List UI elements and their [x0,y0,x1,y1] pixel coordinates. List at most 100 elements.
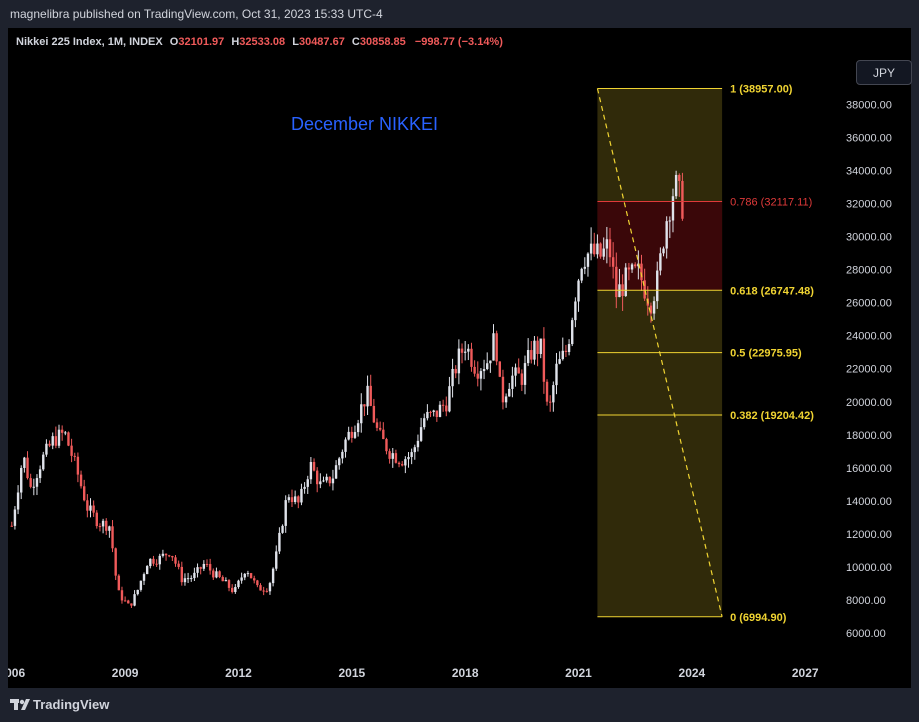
candle-body [155,563,158,565]
candle-body [457,348,461,374]
candle-body [561,350,564,360]
candle-body [319,481,322,485]
candle-body [338,458,341,466]
candle-body [410,452,413,458]
candle-body [605,239,609,249]
price-axis[interactable]: 6000.00 8000.00 10000.00 12000.00 14000.00 16… [846,99,892,640]
candle-body [224,580,228,582]
price-tick-label: 38000.00 [846,99,892,111]
candle-body [643,280,646,299]
candle-body [492,333,495,361]
candle-body [127,600,130,604]
candle-body [476,373,479,379]
candle-body [369,385,372,406]
price-tick-label: 12000.00 [846,529,892,541]
candle-body [139,580,143,590]
candle-body [580,268,583,281]
fib-level-label: 0.786 (32117.11) [730,197,812,209]
candle-body [13,509,17,526]
candle-body [101,520,105,527]
candle-body [404,459,407,466]
candle-body [38,469,42,479]
fib-level-label: 0.618 (26747.48) [730,285,814,297]
candle-body [256,580,259,586]
candle-body [394,453,398,463]
candle-body [161,553,165,556]
candle-body [530,350,533,360]
candle-body [42,454,45,470]
candle-body [164,553,168,556]
candle-body [552,385,555,403]
legend-open-label: O [170,36,179,48]
candle-body [54,436,58,446]
currency-button[interactable]: JPY [856,60,912,85]
candle-body [108,526,111,531]
candle-body [429,411,432,413]
candle-body [615,266,618,298]
candle-body [445,405,448,412]
candle-body [10,525,13,527]
candle-body [114,548,117,576]
candle-body [448,386,451,412]
candle-body [533,340,536,360]
candle-body [130,603,133,606]
candle-body [432,410,435,412]
candle-body [489,360,492,364]
footer-brand-text: TradingView [33,697,110,712]
price-tick-label: 18000.00 [846,430,892,442]
candle-body [196,567,199,573]
candle-body [539,338,542,354]
candle-body [322,480,325,482]
candle-body [328,476,331,484]
chart-panel[interactable]: 1 (38957.00) 0.786 (32117.11) 0.618 (26747… [8,28,912,688]
candle-body [227,580,231,588]
price-tick-label: 32000.00 [846,198,892,210]
legend-close-label: C [352,36,360,48]
legend-line: Nikkei 225 Index, 1M, INDEX O32101.97 H3… [16,36,503,48]
candle-body [86,500,89,511]
fib-level-label: 1 (38957.00) [730,83,793,95]
candle-body [293,496,297,503]
candle-body [262,590,265,592]
chart-title-annotation[interactable]: December NIKKEI [291,114,438,134]
candle-body [577,280,580,302]
candle-body [391,453,394,459]
price-tick-label: 36000.00 [846,132,892,144]
candle-body [281,525,284,533]
fib-trend-line [596,88,723,617]
time-tick-label: 2009 [112,666,139,680]
candle-body [363,404,366,407]
candle-body [111,526,114,549]
candle-body [67,432,70,446]
candle-body [79,474,83,487]
time-tick-label: 2012 [225,666,252,680]
candle-body [186,578,190,580]
candlestick-chart[interactable]: 1 (38957.00) 0.786 (32117.11) 0.618 (26747… [8,28,911,688]
candle-body [297,496,300,503]
candle-body [152,558,155,564]
candle-body [435,410,439,417]
candle-body [548,401,552,403]
time-axis[interactable]: 2006 2009 2012 2015 2018 2021 2024 2027 [8,666,819,680]
candle-body [145,566,149,575]
candle-body [303,486,306,489]
candle-body [536,340,539,354]
candle-body [315,470,319,485]
candle-body [520,373,524,385]
candle-body [202,563,206,569]
candle-body [120,590,124,601]
candle-body [76,456,80,475]
candle-body [48,443,51,446]
candle-body [117,575,121,591]
candle-body [265,590,269,592]
candle-body [665,221,668,249]
price-tick-label: 30000.00 [846,232,892,244]
candle-body [602,248,605,257]
candle-body [659,253,662,271]
candle-body [407,457,410,460]
candle-body [388,451,391,459]
legend-high-label: H [231,36,239,48]
candle-body [168,555,171,557]
candle-body [230,587,234,592]
candle-body [344,439,347,452]
